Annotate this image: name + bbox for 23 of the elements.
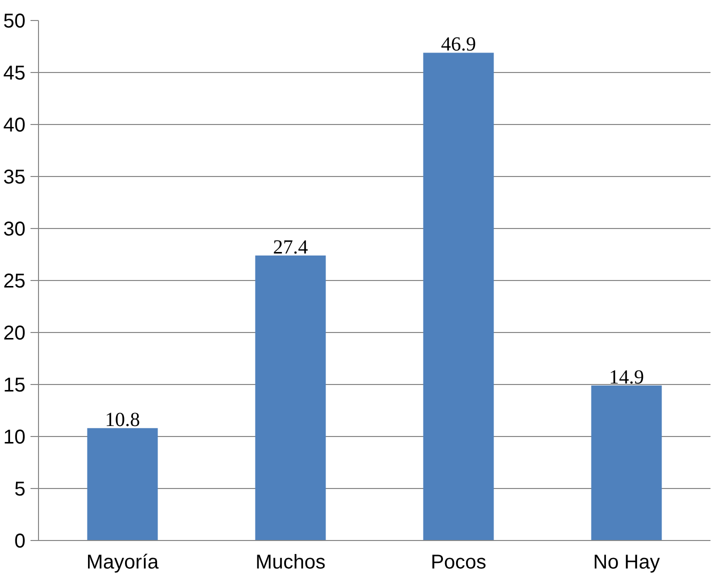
data-label: 27.4 xyxy=(273,236,308,259)
data-label: 14.9 xyxy=(609,366,644,389)
y-tick-label: 40 xyxy=(3,114,26,136)
bar xyxy=(255,256,326,540)
y-tick-label: 25 xyxy=(3,270,26,292)
y-tick-label: 0 xyxy=(14,530,26,552)
data-label: 10.8 xyxy=(105,409,140,432)
y-tick-label: 35 xyxy=(3,166,26,188)
y-tick-label: 50 xyxy=(3,10,26,32)
data-label: 46.9 xyxy=(441,34,476,56)
y-tick-label: 10 xyxy=(3,426,26,448)
x-tick-label: Muchos xyxy=(255,552,326,574)
y-tick-label: 45 xyxy=(3,62,26,84)
y-tick-label: 15 xyxy=(3,374,26,396)
bar xyxy=(423,52,494,540)
bar xyxy=(591,386,662,540)
x-tick-label: Pocos xyxy=(430,552,486,574)
y-tick-label: 5 xyxy=(14,478,26,500)
y-tick-label: 30 xyxy=(3,218,26,240)
x-tick-label: Mayoría xyxy=(86,552,160,574)
y-tick-label: 20 xyxy=(3,322,26,344)
x-tick-label: No Hay xyxy=(593,552,660,574)
bar xyxy=(87,428,158,540)
